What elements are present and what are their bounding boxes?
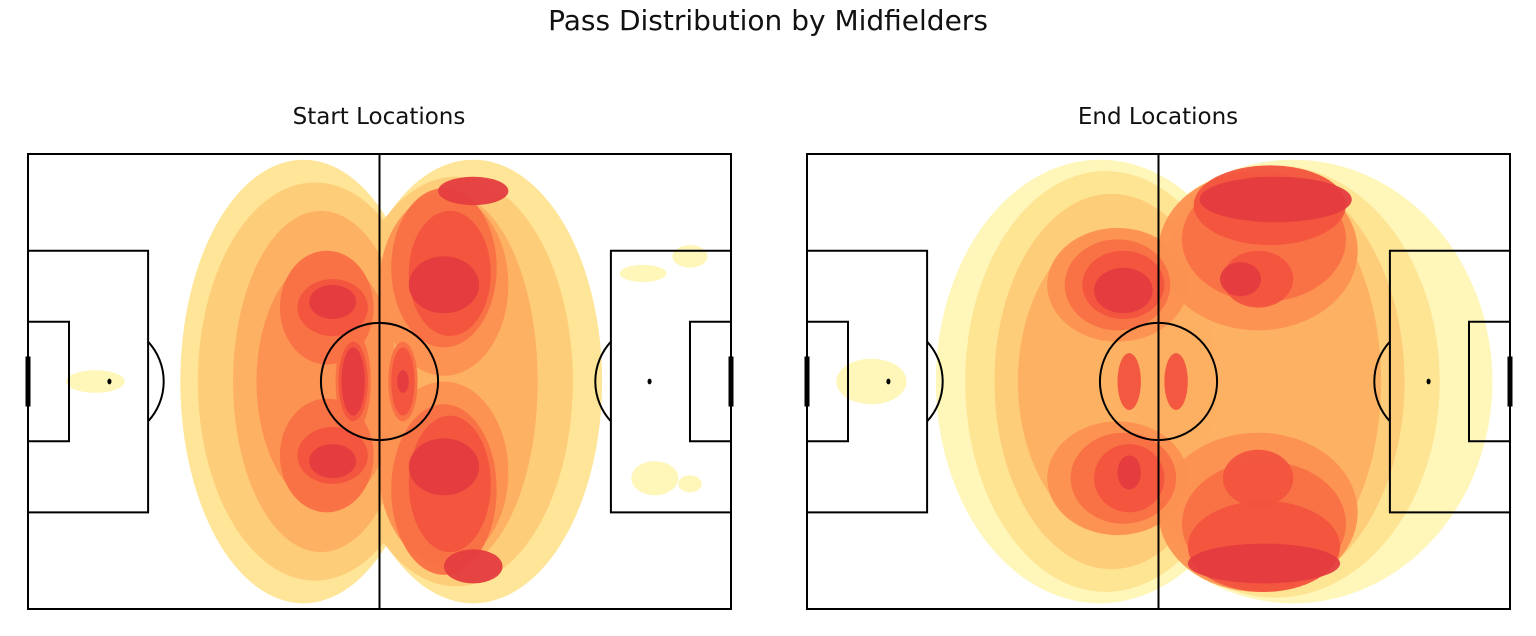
pitch-start-locations bbox=[28, 154, 731, 609]
density-contour-level-8 bbox=[1220, 262, 1262, 297]
penalty-arc-left bbox=[148, 342, 164, 422]
density-contour-level-8 bbox=[438, 176, 509, 206]
density-contour-level-8 bbox=[1199, 176, 1352, 223]
density-contour-level-1 bbox=[672, 245, 708, 268]
density-contour-level-8 bbox=[408, 256, 480, 314]
penalty-spot-left bbox=[107, 378, 112, 385]
density-contour-level-1 bbox=[836, 358, 907, 405]
density-contour-level-8 bbox=[397, 370, 409, 393]
density-contour-level-8 bbox=[1187, 543, 1341, 584]
density-contour-level-8 bbox=[1094, 267, 1153, 314]
density-contour-level-1 bbox=[66, 370, 125, 393]
pitch-markings-start bbox=[28, 154, 731, 609]
penalty-arc-right bbox=[595, 342, 611, 422]
density-contour-level-1 bbox=[678, 475, 702, 493]
six-yard-box-left bbox=[28, 322, 69, 441]
density-contour-level-7 bbox=[1164, 353, 1188, 410]
density-contour-level-8 bbox=[1117, 455, 1141, 490]
density-contour-level-7 bbox=[1117, 353, 1141, 410]
heat-layer-end bbox=[836, 159, 1493, 604]
panel-title-end: End Locations bbox=[1077, 104, 1239, 130]
penalty-spot-right bbox=[1426, 378, 1431, 385]
density-contour-level-1 bbox=[619, 264, 667, 282]
penalty-arc-left bbox=[927, 342, 943, 422]
penalty-spot-right bbox=[647, 378, 652, 385]
chart-title: Pass Distribution by Midfielders bbox=[548, 4, 988, 37]
density-contour-level-8 bbox=[309, 284, 357, 319]
penalty-arc-right bbox=[1374, 342, 1390, 422]
density-contour-level-8 bbox=[408, 438, 480, 496]
centre-circle bbox=[321, 323, 438, 440]
density-contour-level-8 bbox=[341, 347, 365, 416]
heat-layer-start bbox=[66, 159, 708, 604]
density-contour-level-7 bbox=[1222, 449, 1294, 507]
centre-circle bbox=[1100, 323, 1217, 440]
density-contour-level-8 bbox=[309, 444, 357, 479]
pitch-end-locations bbox=[807, 154, 1510, 609]
pitch-markings-end bbox=[807, 154, 1510, 609]
panel-title-start: Start Locations bbox=[292, 104, 466, 130]
density-contour-level-8 bbox=[443, 549, 503, 584]
density-contour-level-1 bbox=[631, 461, 679, 496]
six-yard-box-right bbox=[690, 322, 731, 441]
penalty-spot-left bbox=[886, 378, 891, 385]
